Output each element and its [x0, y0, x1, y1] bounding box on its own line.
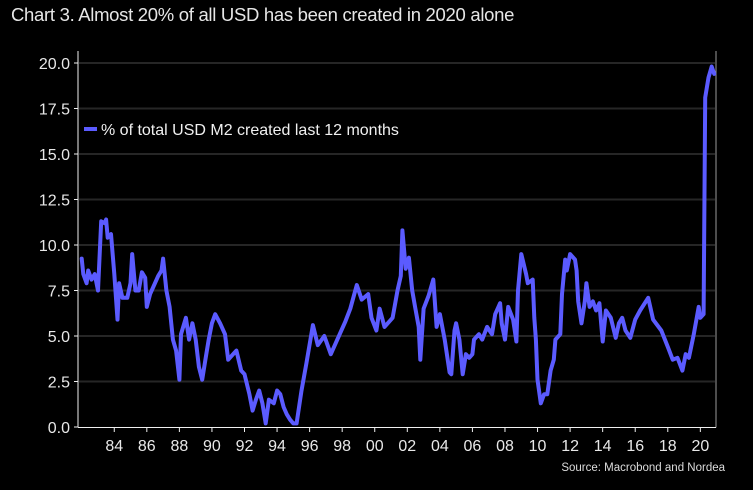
y-tick-label: 17.5: [39, 102, 70, 119]
x-tick-label: 86: [138, 438, 156, 455]
x-tick-label: 12: [561, 438, 579, 455]
x-tick-label: 20: [691, 438, 709, 455]
y-tick-label: 7.5: [48, 284, 70, 301]
x-tick-label: 96: [301, 438, 319, 455]
y-tick-label: 2.5: [48, 375, 70, 392]
x-tick-label: 88: [170, 438, 188, 455]
x-tick-label: 00: [366, 438, 384, 455]
legend: % of total USD M2 created last 12 months: [84, 122, 399, 139]
x-tick-label: 10: [529, 438, 547, 455]
y-tick-label: 12.5: [39, 193, 70, 210]
x-axis-ticks: 84 86 88 90 92 94 96 98 00 02 04 06 08 10 12 14 16 18 20: [105, 427, 709, 455]
chart-title: Chart 3. Almost 20% of all USD has been …: [11, 4, 515, 25]
x-tick-label: 08: [496, 438, 514, 455]
y-tick-label: 20.0: [39, 56, 70, 73]
x-tick-label: 18: [659, 438, 677, 455]
y-tick-label: 15.0: [39, 147, 70, 164]
x-tick-label: 90: [203, 438, 221, 455]
x-tick-label: 04: [431, 438, 449, 455]
x-tick-label: 16: [626, 438, 644, 455]
legend-label: % of total USD M2 created last 12 months: [101, 122, 399, 139]
source-note: Source: Macrobond and Nordea: [561, 462, 725, 474]
y-axis-ticks: 0.0 2.5 5.0 7.5 10.0 12.5 15.0 17.5 20.0: [39, 56, 78, 437]
x-tick-label: 06: [464, 438, 482, 455]
series-line: [79, 64, 717, 426]
x-tick-label: 98: [333, 438, 351, 455]
gridlines: [79, 62, 715, 383]
x-tick-label: 84: [105, 438, 123, 455]
x-tick-label: 02: [398, 438, 416, 455]
y-tick-label: 10.0: [39, 238, 70, 255]
x-tick-label: 14: [594, 438, 612, 455]
y-tick-label: 5.0: [48, 329, 70, 346]
x-tick-label: 94: [268, 438, 286, 455]
x-tick-label: 92: [236, 438, 254, 455]
y-tick-label: 0.0: [48, 420, 70, 437]
